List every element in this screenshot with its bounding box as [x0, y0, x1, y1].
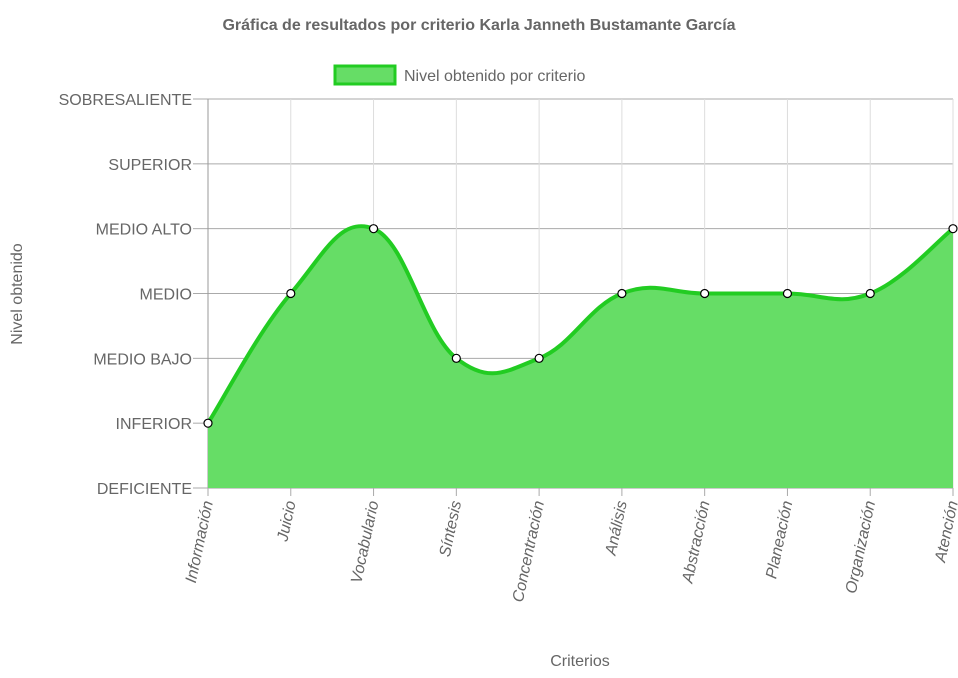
- y-tick-label: MEDIO: [140, 287, 192, 304]
- x-tick-label: Atención: [932, 499, 958, 565]
- y-tick-label: DEFICIENTE: [97, 481, 192, 498]
- data-point-organización[interactable]: [865, 288, 875, 299]
- data-point-vocabulario[interactable]: [368, 224, 379, 234]
- x-tick-label: Síntesis: [437, 499, 465, 558]
- data-point-análisis[interactable]: [617, 288, 627, 299]
- data-points: [203, 224, 958, 428]
- x-tick-label: Vocabulario: [348, 499, 382, 585]
- x-tick-label: Planeación: [763, 499, 796, 580]
- y-tick-label: INFERIOR: [116, 416, 192, 433]
- series-line: [206, 224, 955, 425]
- y-tick-label: SOBRESALIENTE: [59, 92, 192, 109]
- data-point-abstracción[interactable]: [700, 288, 710, 299]
- data-point-atención[interactable]: [948, 224, 958, 234]
- data-point-concentración[interactable]: [534, 353, 544, 363]
- y-axis-ticks: DEFICIENTE INFERIOR MEDIO BAJO MEDIO MEDIO A…: [59, 92, 192, 498]
- data-point-información[interactable]: [203, 418, 213, 428]
- x-tick-label: Abstracción: [679, 499, 713, 585]
- x-tick-label: Concentración: [510, 499, 548, 604]
- y-axis-title: Nivel obtenido: [9, 243, 26, 345]
- y-tick-label: SUPERIOR: [108, 157, 192, 174]
- x-tick-label: Organización: [843, 499, 879, 595]
- x-tick-label: Información: [183, 499, 217, 584]
- x-tick-label: Análisis: [603, 499, 631, 557]
- x-tick-label: Juicio: [274, 499, 299, 544]
- legend-swatch[interactable]: [333, 64, 397, 86]
- data-point-planeación[interactable]: [782, 288, 793, 299]
- data-point-síntesis[interactable]: [451, 353, 461, 363]
- x-axis-title: Criterios: [550, 653, 610, 670]
- y-tick-label: MEDIO ALTO: [96, 222, 192, 239]
- series-area-fill: [208, 226, 953, 488]
- legend-label[interactable]: Nivel obtenido por criterio: [404, 68, 586, 85]
- legend[interactable]: Nivel obtenido por criterio: [333, 64, 586, 86]
- y-tick-label: MEDIO BAJO: [93, 351, 192, 368]
- chart-title: Gráfica de resultados por criterio Karla…: [222, 17, 735, 34]
- data-point-juicio[interactable]: [286, 288, 296, 299]
- x-axis-ticks: Información Juicio Vocabulario Síntesis Conc…: [183, 499, 958, 604]
